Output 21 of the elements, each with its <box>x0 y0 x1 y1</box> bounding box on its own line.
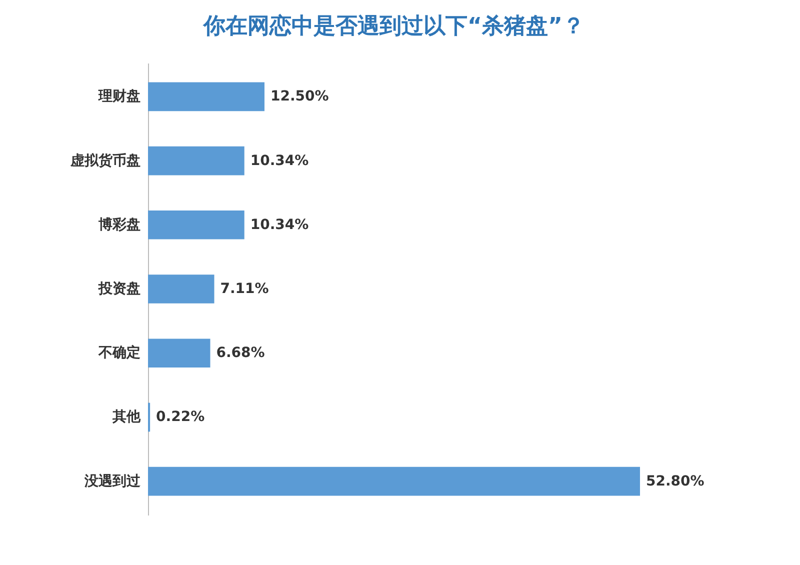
bar <box>148 82 264 112</box>
bar <box>148 146 244 176</box>
data-label: 10.34% <box>250 152 309 169</box>
data-label: 7.11% <box>220 281 269 297</box>
data-label: 52.80% <box>646 473 704 490</box>
bar <box>148 466 640 496</box>
chart-title: 你在网恋中是否遇到过以下“杀猪盘”？ <box>202 13 584 39</box>
y-tick-label: 不确定 <box>98 344 140 362</box>
data-label: 0.22% <box>156 409 205 426</box>
y-tick-label: 没遇到过 <box>84 473 142 490</box>
data-label: 6.68% <box>216 345 265 362</box>
y-tick-label: 理财盘 <box>98 88 140 105</box>
y-tick-label: 投资盘 <box>98 281 140 297</box>
y-tick-label: 其他 <box>112 409 142 426</box>
bar <box>148 274 214 304</box>
y-tick-label: 博彩盘 <box>98 216 140 233</box>
bar <box>148 338 210 368</box>
y-tick-label: 虚拟货币盘 <box>70 152 140 169</box>
bar <box>148 210 244 240</box>
data-label: 10.34% <box>250 216 309 233</box>
data-label: 12.50% <box>270 88 329 105</box>
